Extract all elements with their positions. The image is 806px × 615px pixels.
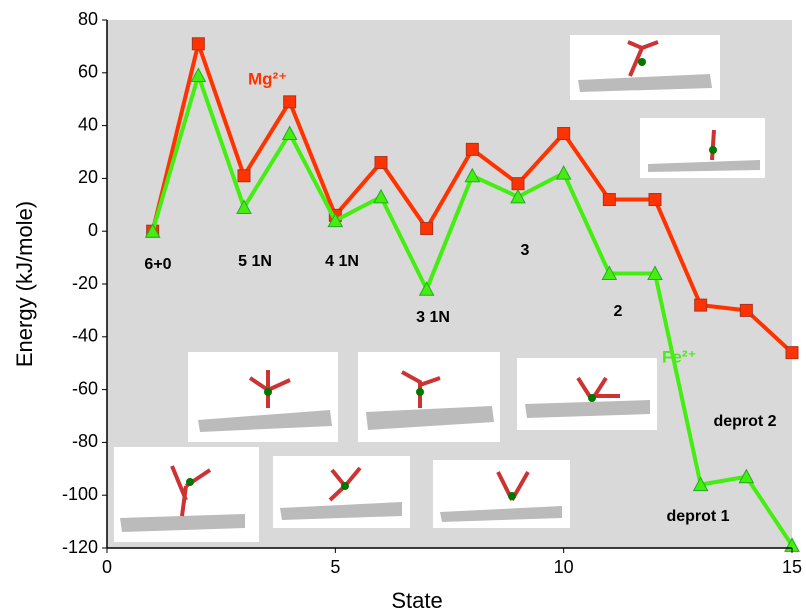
y-tick-label: -100 xyxy=(62,484,98,504)
y-tick-label: -120 xyxy=(62,537,98,557)
y-tick-label: 0 xyxy=(88,220,98,240)
legend-label: Mg²⁺ xyxy=(248,69,287,88)
marker xyxy=(466,143,478,155)
y-tick-label: 20 xyxy=(78,167,98,187)
x-tick-label: 5 xyxy=(330,557,340,577)
legend-label: Fe²⁺ xyxy=(662,347,696,366)
marker xyxy=(512,178,524,190)
y-tick-label: 60 xyxy=(78,62,98,82)
y-tick-label: 80 xyxy=(78,9,98,29)
marker xyxy=(238,170,250,182)
annotation: 3 xyxy=(521,242,530,259)
y-tick-label: -20 xyxy=(72,273,98,293)
marker xyxy=(695,299,707,311)
annotation: 4 1N xyxy=(325,253,359,270)
molecule-image xyxy=(570,35,720,100)
annotation: 6+0 xyxy=(144,256,171,273)
molecule-image xyxy=(640,118,765,178)
y-tick-label: -40 xyxy=(72,326,98,346)
annotation: deprot 1 xyxy=(666,508,729,525)
chart: State Energy (kJ/mole) -120 -100 -80 -60 -40… xyxy=(0,0,806,615)
y-tick-label: -60 xyxy=(72,378,98,398)
y-tick-label: -80 xyxy=(72,431,98,451)
marker xyxy=(649,194,661,206)
marker xyxy=(558,128,570,140)
marker xyxy=(375,157,387,169)
annotation: deprot 2 xyxy=(713,413,776,430)
x-tick-label: 15 xyxy=(782,557,802,577)
annotation: 5 1N xyxy=(238,253,272,270)
molecule-image xyxy=(273,456,410,528)
marker xyxy=(284,96,296,108)
x-tick-label: 10 xyxy=(554,557,574,577)
molecule-image xyxy=(188,352,338,442)
annotation: 3 1N xyxy=(416,309,450,326)
marker xyxy=(603,194,615,206)
x-axis-label: State xyxy=(391,588,442,613)
y-tick-label: 40 xyxy=(78,114,98,134)
marker xyxy=(192,38,204,50)
marker xyxy=(740,304,752,316)
y-axis-label: Energy (kJ/mole) xyxy=(12,201,37,367)
molecule-image xyxy=(114,447,259,542)
molecule-image xyxy=(358,352,500,442)
molecule-image xyxy=(517,358,657,430)
marker xyxy=(786,347,798,359)
x-tick-label: 0 xyxy=(102,557,112,577)
marker xyxy=(421,223,433,235)
annotation: 2 xyxy=(614,303,623,320)
molecule-image xyxy=(433,460,570,528)
